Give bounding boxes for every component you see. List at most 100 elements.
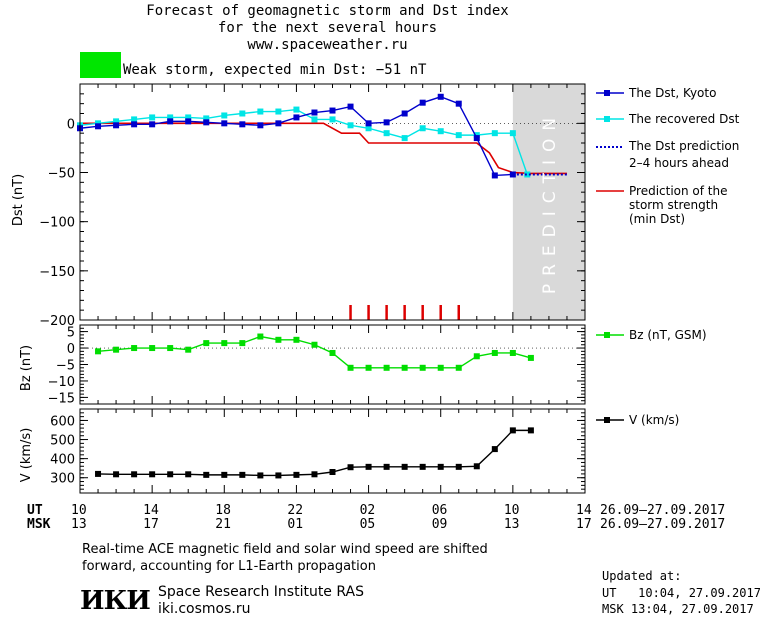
speed-point (473, 463, 480, 470)
kyoto-dst-point (275, 120, 282, 127)
kyoto-legend-marker (604, 90, 610, 96)
kyoto-dst-point (293, 114, 300, 121)
storm-strength-line (80, 122, 567, 175)
recovered-dst-point (131, 116, 138, 123)
kyoto-dst-point (95, 123, 102, 130)
recovered-dst-point (293, 106, 300, 113)
kyoto-dst-point (473, 135, 480, 142)
bz-ytick-label: 0 (67, 342, 75, 357)
speed-point (527, 427, 534, 434)
bz-point (473, 353, 480, 360)
kyoto-dst-point (149, 121, 156, 128)
bz-lines (95, 333, 534, 371)
time-tick-ut: 18 (215, 503, 231, 518)
iki-logo[interactable]: ИКИ (80, 586, 151, 616)
recovered-dst-point (275, 108, 282, 115)
recovered-dst-line (79, 108, 528, 175)
bz-point (131, 345, 138, 352)
chart-title-line2: for the next several hours (217, 20, 438, 36)
recovered-dst-point (401, 135, 408, 142)
speed-point (185, 471, 192, 478)
time-tick-ut: 14 (576, 503, 592, 518)
time-tick-msk: 13 (71, 517, 87, 532)
dst-ytick-label: 0 (67, 117, 75, 132)
speed-point (149, 471, 156, 478)
kyoto-dst-point (419, 99, 426, 106)
kyoto-dst-point (239, 121, 246, 128)
recovered-dst-point (203, 115, 210, 122)
recovered-dst-point (365, 125, 372, 132)
bz-point (455, 364, 462, 371)
speed-point (491, 446, 498, 453)
msk-row-label: MSK (27, 517, 51, 532)
bz-point (365, 364, 372, 371)
dst-lines (77, 93, 567, 179)
recovered-dst-point (419, 125, 426, 132)
v-ytick-label: 500 (50, 434, 75, 449)
recovered-dst-point (383, 130, 390, 137)
time-tick-msk: 17 (143, 517, 159, 532)
site-url[interactable]: www.spaceweather.ru (247, 37, 408, 53)
time-tick-ut: 10 (503, 503, 520, 518)
bz-ytick-label: 5 (67, 326, 75, 341)
speed-point (455, 463, 462, 470)
bz-point (203, 340, 210, 347)
institute-name: Space Research Institute RAS (158, 584, 364, 600)
bz-point (113, 346, 120, 353)
bz-point (185, 346, 192, 353)
kyoto-dst-point (167, 118, 174, 125)
v-panel-frame (79, 408, 586, 494)
kyoto-dst-point (257, 122, 264, 129)
bz-point (275, 336, 282, 343)
speed-point (221, 471, 228, 478)
bz-point (329, 349, 336, 356)
bz-point (167, 345, 174, 352)
updated-msk: MSK 13:04, 27.09.2017 (602, 602, 754, 616)
bz-point (239, 340, 246, 347)
v-ytick-label: 600 (50, 414, 75, 429)
bz-ytick-label: −5 (56, 359, 75, 374)
speed-point (293, 471, 300, 478)
time-tick-msk: 01 (287, 517, 304, 532)
kyoto-dst-point (365, 120, 372, 127)
time-tick-msk: 21 (215, 517, 231, 532)
bz-point (509, 349, 516, 356)
propagation-note-line1: Real-time ACE magnetic field and solar w… (82, 542, 488, 557)
legend-strength-line1: Prediction of the (629, 184, 728, 198)
kyoto-dst-point (437, 93, 444, 100)
recovered-dst-point (113, 118, 120, 125)
speed-point (509, 427, 516, 434)
recovered-dst-point (329, 116, 336, 123)
legend-v: V (km/s) (629, 413, 680, 427)
kyoto-dst-point (401, 110, 408, 117)
time-tick-ut: 06 (431, 503, 448, 518)
recovered-dst-point (491, 130, 498, 137)
recovered-dst-point (437, 128, 444, 135)
speed-point (113, 471, 120, 478)
kyoto-dst-point (329, 107, 336, 114)
recovered-dst-point (455, 132, 462, 139)
time-tick-msk: 13 (503, 517, 520, 532)
legend-glyphs (596, 90, 624, 423)
speed-point (347, 464, 354, 471)
speed-point (167, 471, 174, 478)
bz-axis-ticks: 50 −5−10−15 (48, 324, 586, 406)
bz-point (491, 349, 498, 356)
speed-point (365, 463, 372, 470)
v-axis-title: V (km/s) (19, 428, 34, 483)
kyoto-dst-point (383, 119, 390, 126)
bz-point (383, 364, 390, 371)
speed-point (95, 470, 102, 477)
recovered-dst-point (185, 114, 192, 121)
bz-line (97, 335, 532, 369)
dst-ytick-label: −100 (39, 216, 75, 231)
institute-website[interactable]: iki.cosmos.ru (158, 601, 251, 617)
bz-point (221, 340, 228, 347)
legend-prediction-line1: The Dst prediction (629, 139, 740, 153)
kyoto-dst-point (203, 119, 210, 126)
speed-point (275, 472, 282, 479)
recovered-dst-point (257, 108, 264, 115)
bz-point (437, 364, 444, 371)
speed-legend-marker (604, 417, 610, 423)
recovered-dst-point (311, 116, 318, 123)
